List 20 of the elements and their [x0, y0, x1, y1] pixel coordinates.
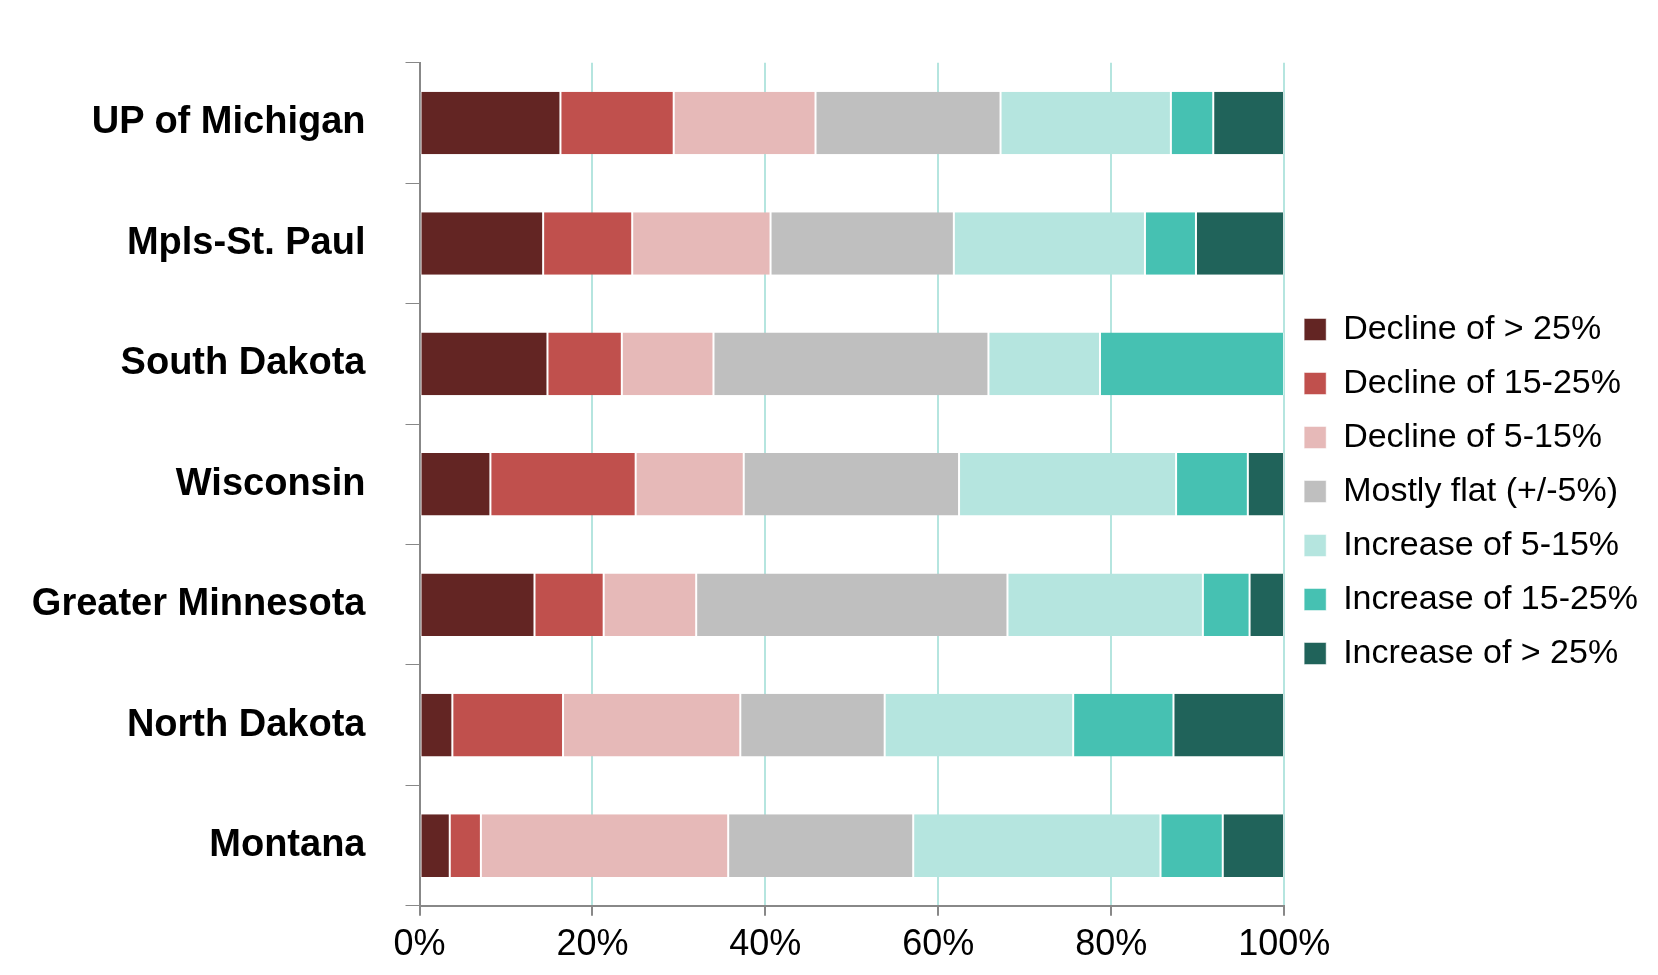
y-tick-label: UP of Michigan	[91, 99, 366, 142]
x-tick-label: 20%	[556, 922, 629, 964]
y-tick-label: Greater Minnesota	[31, 581, 367, 624]
x-tick-label: 40%	[729, 922, 802, 964]
legend-label: Decline of 15-25%	[1343, 361, 1621, 400]
legend-label: Increase of 15-25%	[1343, 577, 1638, 616]
x-tick-label: 0%	[393, 922, 446, 964]
legend-label: Increase of 5-15%	[1343, 523, 1620, 562]
legend-label: Mostly flat (+/-5%)	[1343, 469, 1619, 508]
x-tick-label: 100%	[1238, 922, 1331, 964]
x-tick-label: 80%	[1075, 922, 1148, 964]
y-tick-label: North Dakota	[126, 701, 367, 744]
y-tick-label: Wisconsin	[175, 460, 366, 503]
y-tick-label: Mpls-St. Paul	[126, 219, 366, 262]
legend-label: Decline of 5-15%	[1343, 415, 1603, 454]
y-tick-label: Montana	[209, 822, 367, 865]
legend-label: Decline of > 25%	[1343, 307, 1602, 346]
y-tick-label: South Dakota	[120, 340, 367, 383]
x-tick-label: 60%	[902, 922, 975, 964]
legend-label: Increase of > 25%	[1343, 631, 1619, 670]
